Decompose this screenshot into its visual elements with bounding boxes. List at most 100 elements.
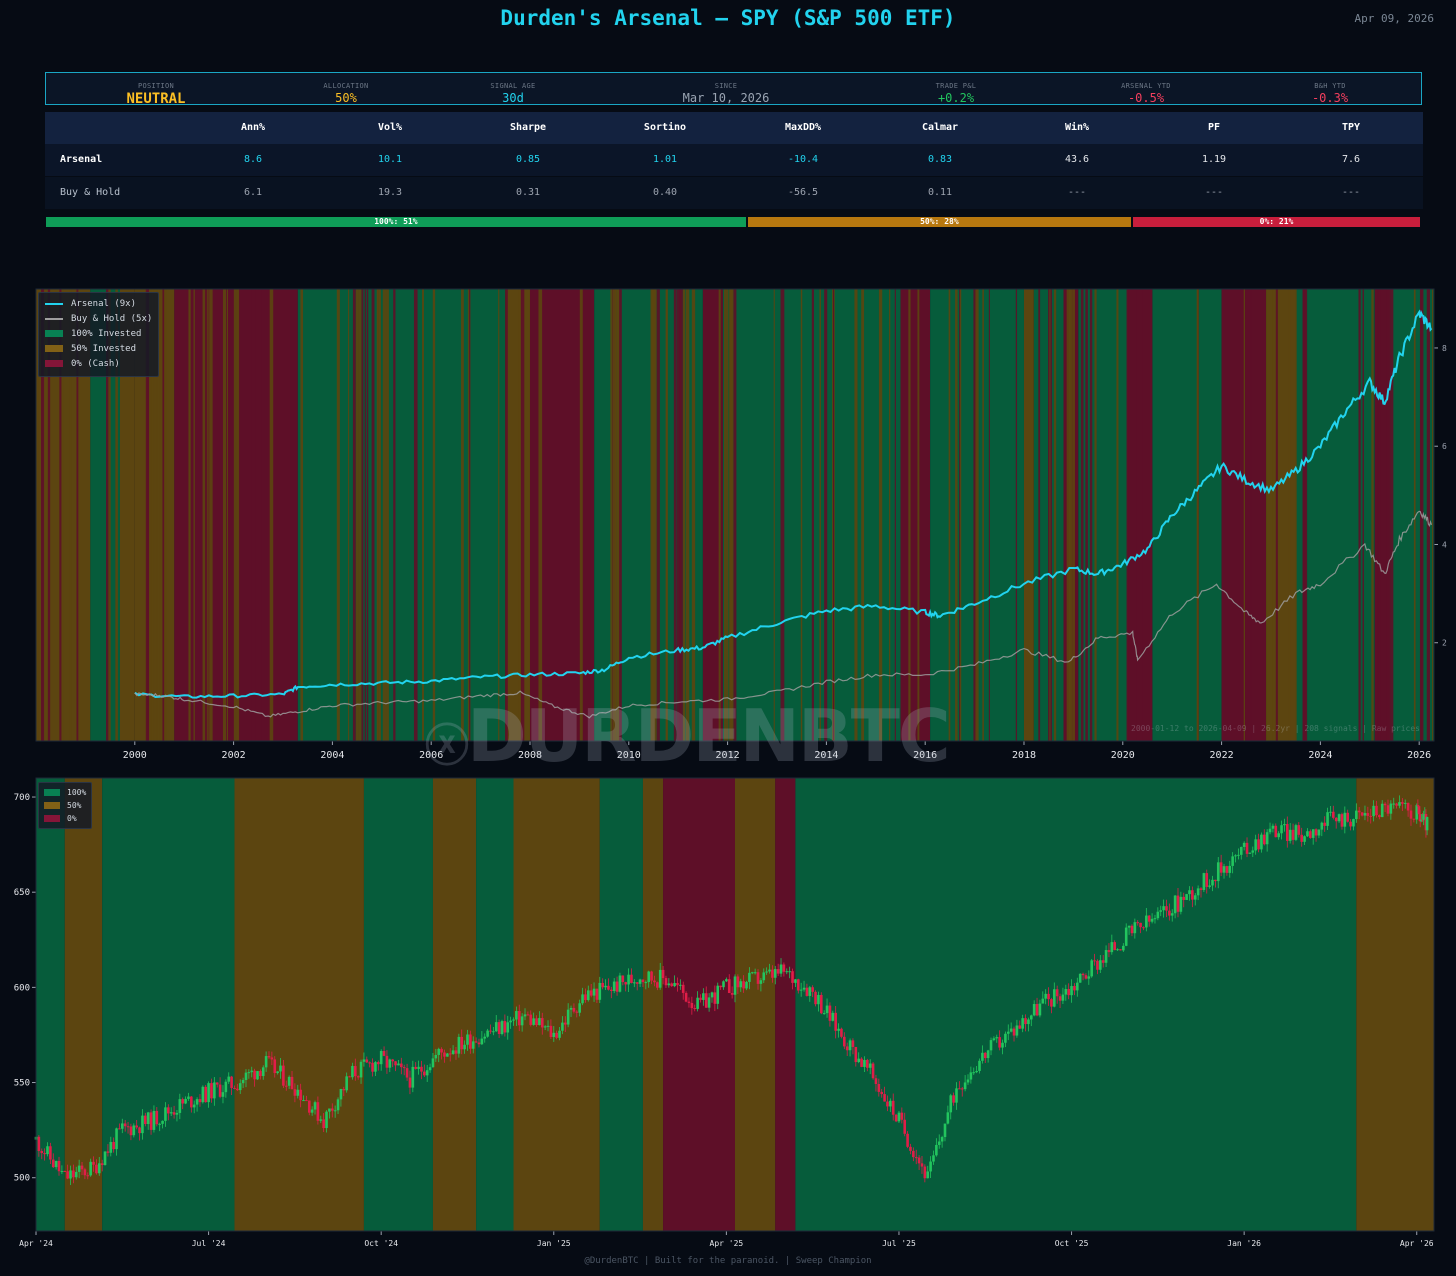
x-logo-icon: ⓧ [425,720,469,772]
candle-body [633,982,636,984]
candle-body [149,1112,153,1130]
candle-body [831,1012,835,1021]
candle-body [791,971,794,983]
regime-flicker [1080,289,1084,741]
regime-flicker [147,289,150,741]
candle-body [89,1161,92,1176]
candle-body [342,1088,346,1091]
allocation-segment: 0%: 21% [1133,217,1420,227]
regime-flicker [733,289,737,741]
regime-flicker [1140,289,1143,741]
status-bar: POSITION NEUTRAL ALLOCATION 50% SIGNAL AGE 30… [45,72,1422,107]
candle-body [204,1086,208,1103]
legend-entry: 100% [44,786,86,799]
regime-flicker [682,289,686,741]
candle-body [912,1150,915,1158]
candle-body [871,1063,875,1079]
candle-body [1122,945,1125,951]
regime-band [513,778,600,1231]
candle-body [1262,834,1266,845]
candle-body [400,1063,403,1068]
candle-body [1369,815,1373,817]
candle-body [840,1028,843,1037]
candle-body [446,1053,449,1057]
x-tick-label: 2004 [320,750,344,761]
candle-body [992,1038,996,1041]
chart-note: 2000-01-12 to 2026-04-09 | 26.2yr | 208 … [1131,724,1420,733]
candle-body [115,1128,118,1150]
candle-body [1309,831,1312,838]
regime-flicker [615,289,619,741]
candle-body [106,1151,110,1153]
candle-body [1395,803,1398,806]
candle-body [598,982,602,1000]
candle-body [83,1169,87,1176]
stats-col-header: Ann% [240,122,266,133]
candle-body [333,1110,337,1112]
candle-body [952,1095,955,1103]
candle-body [474,1041,478,1043]
candle-body [313,1102,317,1110]
candle-body [152,1110,156,1130]
regime-band [102,778,235,1231]
candle-body [1300,834,1303,842]
legend-label: 50% [67,801,82,810]
candle-body [526,1014,530,1016]
candle-body [532,1018,535,1025]
candle-body [405,1068,409,1078]
candle-body [123,1123,127,1127]
regime-flicker [165,289,167,741]
candle-body [1415,805,1419,820]
candle-body [469,1034,472,1049]
status-label: POSITION [137,82,175,90]
candle-body [1093,960,1096,962]
candle-body [146,1112,150,1125]
candle-body [592,988,596,996]
regime-flicker [908,289,911,741]
candle-body [310,1109,314,1113]
candle-body [1165,906,1168,911]
candle-body [549,1025,553,1037]
candle-body [960,1088,964,1090]
regime-flicker [1085,289,1088,741]
regime-flicker [854,289,858,741]
candle-body [1216,862,1220,882]
candle-body [1294,825,1298,840]
candle-body [1052,989,1056,1007]
regime-flicker [61,289,64,741]
candle-body [1251,850,1255,853]
candle-body [1208,885,1211,887]
stats-table: Ann% Vol% Sharpe Sortino MaxDD% Calmar Win% PF T… [45,112,1423,209]
candle-body [129,1126,133,1136]
candle-body [227,1076,231,1082]
candle-body [1288,829,1292,841]
regime-flicker [163,289,167,741]
regime-flicker [579,289,583,741]
candle-body [958,1088,961,1090]
candle-body [218,1084,222,1097]
candle-body [799,989,803,991]
candle-body [1285,824,1289,841]
candle-body [244,1072,248,1080]
candle-body [480,1038,484,1045]
candle-body [1320,822,1324,830]
regime-band [642,778,664,1231]
candle-body [727,979,731,994]
candle-body [834,1012,837,1031]
candle-body [696,997,699,1009]
regime-flicker [162,289,165,741]
candle-body [172,1112,176,1115]
regime-flicker [269,289,274,741]
price-legend: 100% 50% 0% [38,782,93,829]
buyhold-line [134,510,1433,719]
candle-body [1219,862,1223,873]
candle-body [1323,822,1326,826]
x-tick-label: Oct '24 [364,1239,398,1248]
watermark: ⓧDURDENBTC [425,694,951,778]
candle-body [184,1098,187,1104]
candle-body [1021,1018,1024,1029]
candle-body [388,1059,392,1068]
candle-body [1225,866,1229,873]
candle-body [515,1011,518,1020]
